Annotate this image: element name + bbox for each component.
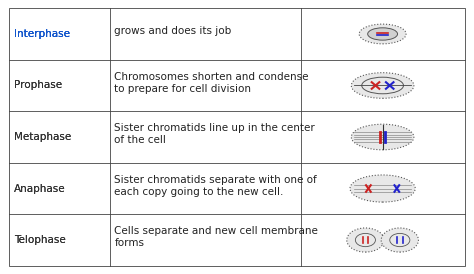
Ellipse shape bbox=[368, 28, 398, 40]
Text: grows and does its job: grows and does its job bbox=[114, 26, 232, 36]
Ellipse shape bbox=[351, 124, 414, 150]
Text: Chromosomes shorten and condense
to prepare for cell division: Chromosomes shorten and condense to prep… bbox=[114, 72, 309, 93]
Text: Telophase: Telophase bbox=[14, 235, 66, 245]
Text: Prophase: Prophase bbox=[14, 81, 63, 90]
Text: Sister chromatids line up in the center
of the cell: Sister chromatids line up in the center … bbox=[114, 124, 315, 145]
Text: Interphase: Interphase bbox=[14, 29, 70, 39]
Text: Metaphase: Metaphase bbox=[14, 132, 72, 142]
Ellipse shape bbox=[381, 228, 419, 252]
Text: Telophase: Telophase bbox=[14, 235, 66, 245]
Text: Prophase: Prophase bbox=[14, 81, 63, 90]
Ellipse shape bbox=[351, 73, 414, 98]
Text: Metaphase: Metaphase bbox=[14, 132, 72, 142]
Ellipse shape bbox=[359, 24, 406, 44]
Text: Cells separate and new cell membrane
forms: Cells separate and new cell membrane for… bbox=[114, 227, 318, 248]
Ellipse shape bbox=[350, 175, 415, 202]
Text: Interphase: Interphase bbox=[14, 29, 70, 39]
Text: Interphase: Interphase bbox=[14, 29, 70, 39]
Ellipse shape bbox=[347, 228, 384, 252]
Text: Anaphase: Anaphase bbox=[14, 184, 66, 193]
Text: Sister chromatids separate with one of
each copy going to the new cell.: Sister chromatids separate with one of e… bbox=[114, 175, 317, 196]
Text: Anaphase: Anaphase bbox=[14, 184, 66, 193]
